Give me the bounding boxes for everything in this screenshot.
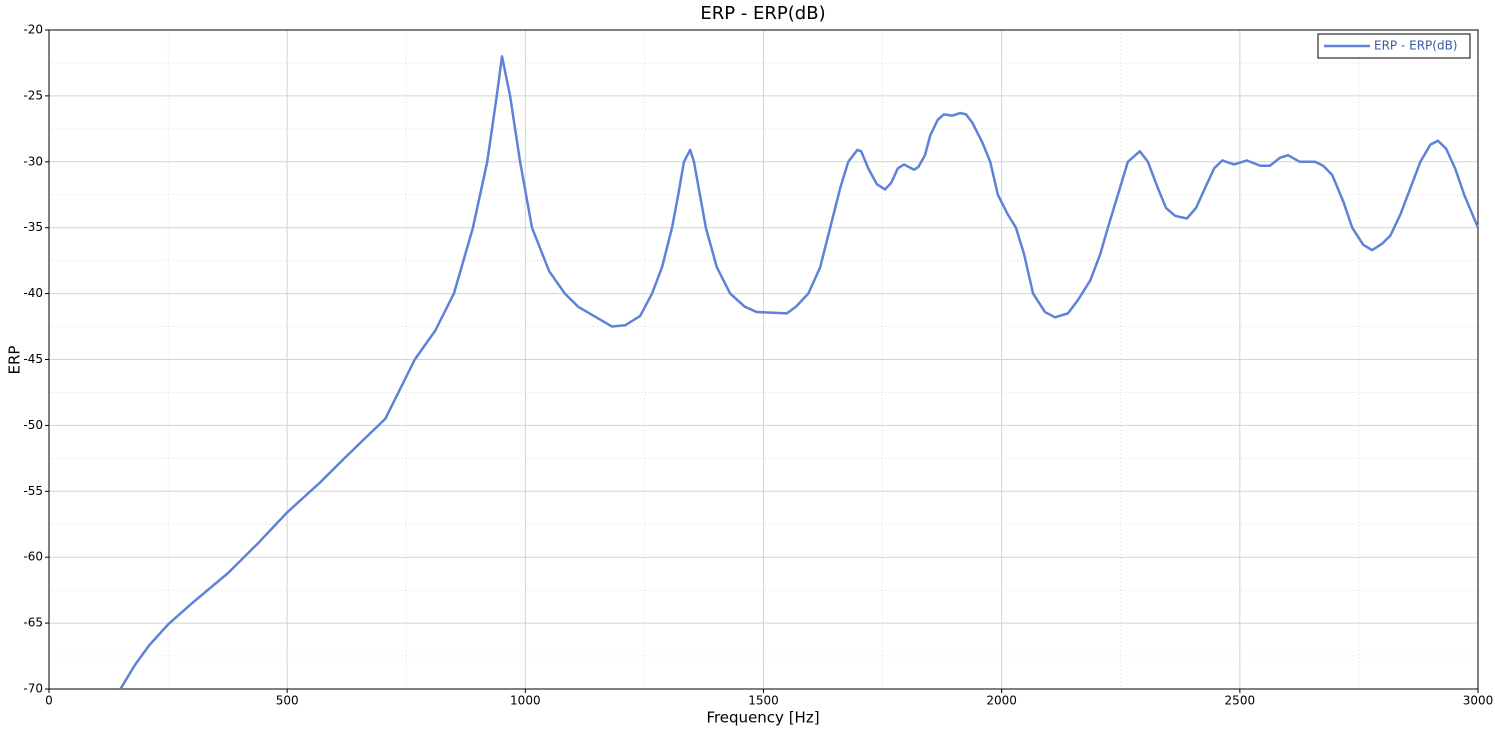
- y-tick-label: -55: [23, 484, 43, 498]
- y-tick-label: -20: [23, 23, 43, 37]
- series-line: [119, 55, 1480, 690]
- x-tick-label: 2000: [986, 694, 1017, 708]
- x-tick-label: 500: [276, 694, 299, 708]
- y-tick-label: -45: [23, 352, 43, 366]
- y-tick-label: -65: [23, 616, 43, 630]
- y-tick-label: -70: [23, 682, 43, 696]
- y-tick-label: -25: [23, 88, 43, 102]
- y-tick-label: -35: [23, 220, 43, 234]
- y-axis-label: ERP: [6, 346, 24, 375]
- x-tick-label: 2500: [1225, 694, 1256, 708]
- y-tick-label: -40: [23, 286, 43, 300]
- x-tick-label: 1500: [748, 694, 779, 708]
- x-tick-label: 0: [45, 694, 53, 708]
- chart-title: ERP - ERP(dB): [700, 3, 825, 24]
- x-tick-label: 1000: [510, 694, 541, 708]
- y-tick-label: -30: [23, 154, 43, 168]
- y-tick-label: -50: [23, 418, 43, 432]
- x-tick-label: 3000: [1463, 694, 1494, 708]
- x-axis-label: Frequency [Hz]: [706, 709, 819, 727]
- y-tick-label: -60: [23, 550, 43, 564]
- legend-label: ERP - ERP(dB): [1374, 39, 1457, 53]
